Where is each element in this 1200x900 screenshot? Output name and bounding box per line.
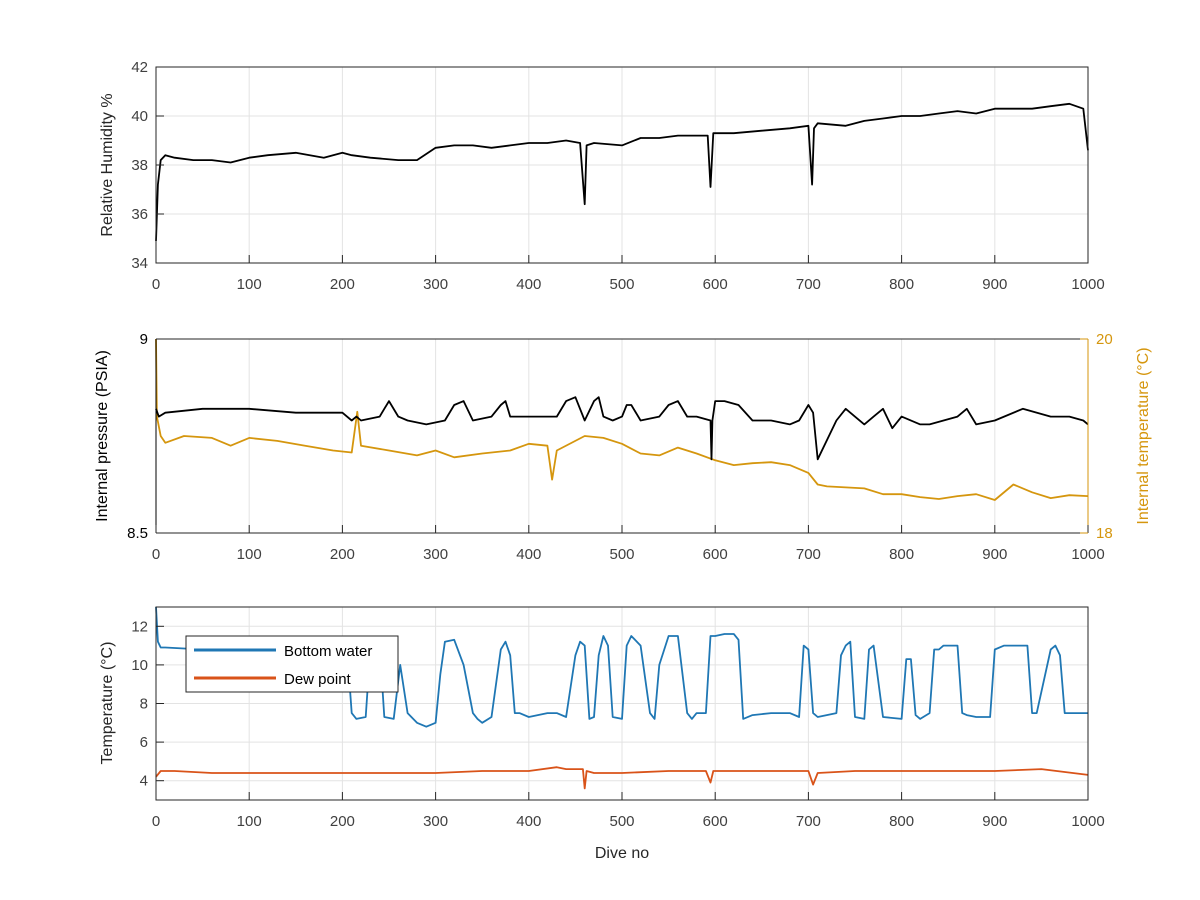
pressure-panel: 0 100 200 300 400 500 600 700 800 900 1000 8.5 9 18 20… — [94, 331, 1152, 563]
pressure-xtick-label-0: 0 — [152, 546, 160, 563]
pressure-xtick-label-200: 200 — [330, 546, 355, 563]
temperature-xtick-label-100: 100 — [237, 813, 262, 830]
temperature-xtick-label-500: 500 — [609, 813, 634, 830]
temperature-xtick-label-800: 800 — [889, 813, 914, 830]
humidity-xtick-label-1000: 1000 — [1071, 276, 1104, 293]
temperature-xtick-label-300: 300 — [423, 813, 448, 830]
humidity-series-layer — [155, 102, 1089, 242]
humidity-ytick-label-42: 42 — [131, 59, 148, 76]
humidity-xtick-label-700: 700 — [796, 276, 821, 293]
pressure-ytick-label-8.5: 8.5 — [127, 525, 148, 542]
pressure-xtick-label-900: 900 — [982, 546, 1007, 563]
humidity-ticks: 0 100 200 300 400 500 600 700 800 900 1000 34 36 38 40… — [131, 59, 1104, 293]
temperature-ytick-label-10: 10 — [131, 657, 148, 674]
temperature-xtick-label-700: 700 — [796, 813, 821, 830]
temperature-ytick-label-12: 12 — [131, 618, 148, 635]
pressure-xtick-label-1000: 1000 — [1071, 546, 1104, 563]
humidity-xtick-label-0: 0 — [152, 276, 160, 293]
temperature-ytick-label-8: 8 — [140, 696, 148, 713]
humidity-xtick-label-900: 900 — [982, 276, 1007, 293]
temperature-xtick-label-0: 0 — [152, 813, 160, 830]
humidity-ytick-label-36: 36 — [131, 206, 148, 223]
humidity-xtick-label-500: 500 — [609, 276, 634, 293]
pressure-ytick-right-label-20: 20 — [1096, 331, 1113, 348]
humidity-xtick-label-400: 400 — [516, 276, 541, 293]
humidity-xtick-label-100: 100 — [237, 276, 262, 293]
pressure-series-right — [155, 338, 1089, 501]
temperature-ytick-label-4: 4 — [140, 773, 148, 790]
pressure-series-left — [155, 396, 1089, 461]
temperature-ytick-label-6: 6 — [140, 734, 148, 751]
pressure-ytick-label-9: 9 — [140, 331, 148, 348]
pressure-xtick-label-800: 800 — [889, 546, 914, 563]
temperature-ticks: 0 100 200 300 400 500 600 700 800 900 1000 4 6 8 10 12 — [131, 618, 1104, 830]
humidity-ytick-label-38: 38 — [131, 157, 148, 174]
legend-box — [185, 635, 399, 693]
humidity-ytick-label-34: 34 — [131, 255, 148, 272]
pressure-ticks: 0 100 200 300 400 500 600 700 800 900 1000 8.5 9 18 20 — [127, 331, 1113, 563]
humidity-xtick-label-600: 600 — [703, 276, 728, 293]
humidity-xtick-label-200: 200 — [330, 276, 355, 293]
pressure-ylabel: Internal pressure (PSIA) — [94, 350, 111, 522]
temperature-series-dew-point — [155, 766, 1089, 790]
temperature-xtick-label-900: 900 — [982, 813, 1007, 830]
legend-label-bottom-water: Bottom water — [284, 643, 372, 660]
pressure-xtick-label-400: 400 — [516, 546, 541, 563]
temperature-xtick-label-1000: 1000 — [1071, 813, 1104, 830]
humidity-xtick-label-800: 800 — [889, 276, 914, 293]
temperature-series-layer — [155, 606, 1089, 790]
temperature-ylabel: Temperature (°C) — [99, 642, 116, 765]
legend-label-dew-point: Dew point — [284, 671, 352, 688]
humidity-ylabel: Relative Humidity % — [99, 93, 116, 236]
pressure-ytick-right-label-18: 18 — [1096, 525, 1113, 542]
pressure-xtick-label-600: 600 — [703, 546, 728, 563]
temperature-xtick-label-400: 400 — [516, 813, 541, 830]
legend: Bottom water Dew point — [185, 635, 399, 693]
pressure-xtick-label-500: 500 — [609, 546, 634, 563]
humidity-series-left — [155, 102, 1089, 242]
humidity-ytick-label-40: 40 — [131, 108, 148, 125]
pressure-xtick-label-700: 700 — [796, 546, 821, 563]
temperature-series-bottom-water — [155, 606, 1088, 728]
pressure-series-layer — [155, 338, 1089, 501]
humidity-panel: 0 100 200 300 400 500 600 700 800 900 1000 34 36 38 40… — [99, 59, 1105, 293]
humidity-xtick-label-300: 300 — [423, 276, 448, 293]
pressure-xtick-label-300: 300 — [423, 546, 448, 563]
temperature-panel: 0 100 200 300 400 500 600 700 800 900 10004681012 … — [99, 606, 1105, 862]
temperature-xlabel: Dive no — [595, 845, 649, 862]
temperature-ylabel-right: Internal temperature (°C) — [1135, 347, 1152, 524]
temperature-xtick-label-200: 200 — [330, 813, 355, 830]
temperature-xtick-label-600: 600 — [703, 813, 728, 830]
pressure-xtick-label-100: 100 — [237, 546, 262, 563]
